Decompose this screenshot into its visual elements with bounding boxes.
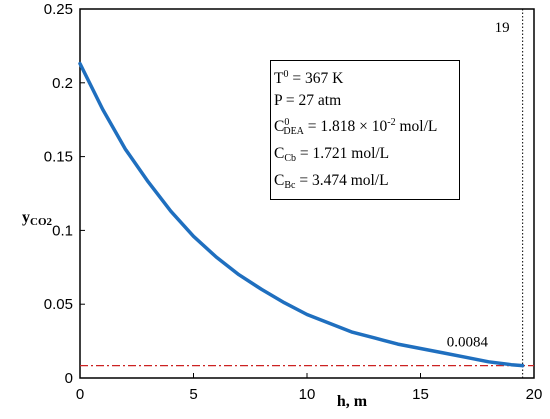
y-tick-label: 0.05 <box>44 296 73 313</box>
y-axis-label-main: y <box>22 209 30 226</box>
y-tick-label: 0 <box>65 370 73 387</box>
param-pressure: P = 27 atm <box>274 92 342 109</box>
y-tick-label: 0.25 <box>44 1 73 18</box>
series-group <box>78 61 525 368</box>
x-axis-label: h, m <box>337 393 368 410</box>
param-c-cb: CCb = 1.721 mol/L <box>274 145 390 164</box>
y-axis-label-sub: CO2 <box>30 216 53 228</box>
param-c0-dea: C0DEA = 1.818 × 10-2 mol/L <box>274 117 438 137</box>
x-tick-label: 5 <box>189 386 197 403</box>
x-tick-label: 10 <box>299 386 316 403</box>
threshold-label-vertical: 19 <box>495 20 510 36</box>
param-c-bc: CBc = 3.474 mol/L <box>274 172 389 191</box>
x-tick-label: 15 <box>412 386 429 403</box>
y-tick-label: 0.1 <box>52 222 73 239</box>
reference-lines: 0.0084 19 <box>80 9 534 378</box>
y-axis-ticks: 0 0.05 0.1 0.15 0.2 0.25 <box>44 1 85 387</box>
y-axis-label: yCO2 <box>22 209 53 228</box>
x-tick-label: 0 <box>76 386 84 403</box>
y-tick-label: 0.15 <box>44 149 73 166</box>
x-tick-label: 20 <box>526 386 543 403</box>
y-tick-label: 0.2 <box>52 75 73 92</box>
threshold-label-horizontal: 0.0084 <box>447 335 489 351</box>
x-axis-ticks: 0 5 10 15 20 <box>76 373 543 403</box>
param-temperature: T0 = 367 K <box>274 69 344 87</box>
series-line-0 <box>78 61 525 368</box>
parameters-box: T0 = 367 K P = 27 atm C0DEA = 1.818 × 10… <box>270 60 460 200</box>
